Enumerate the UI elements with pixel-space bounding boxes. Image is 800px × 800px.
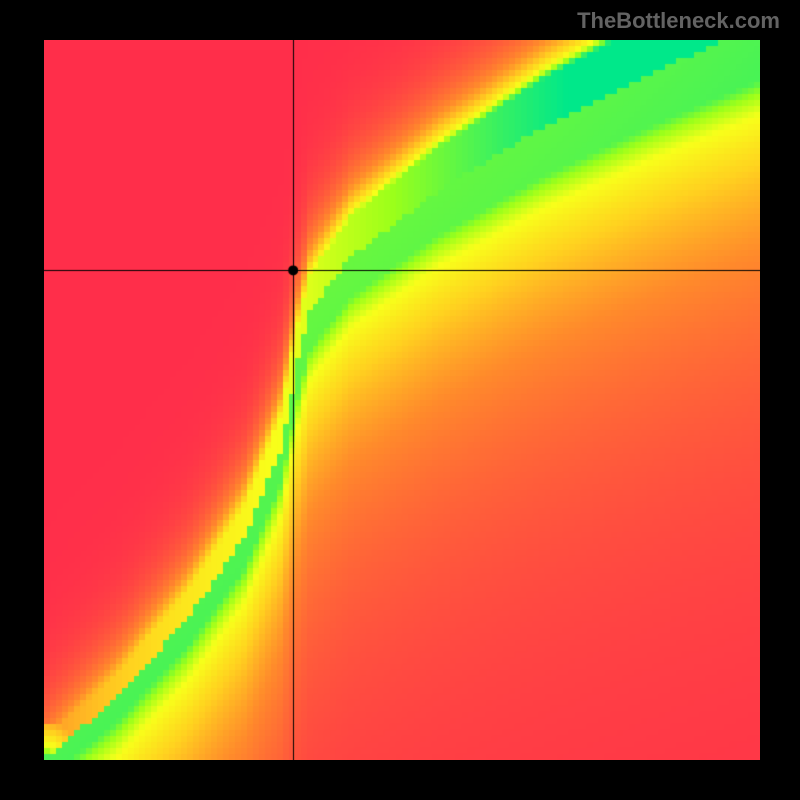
bottleneck-heatmap <box>44 40 760 760</box>
chart-container: TheBottleneck.com <box>0 0 800 800</box>
plot-area <box>44 40 760 760</box>
watermark-text: TheBottleneck.com <box>577 8 780 34</box>
